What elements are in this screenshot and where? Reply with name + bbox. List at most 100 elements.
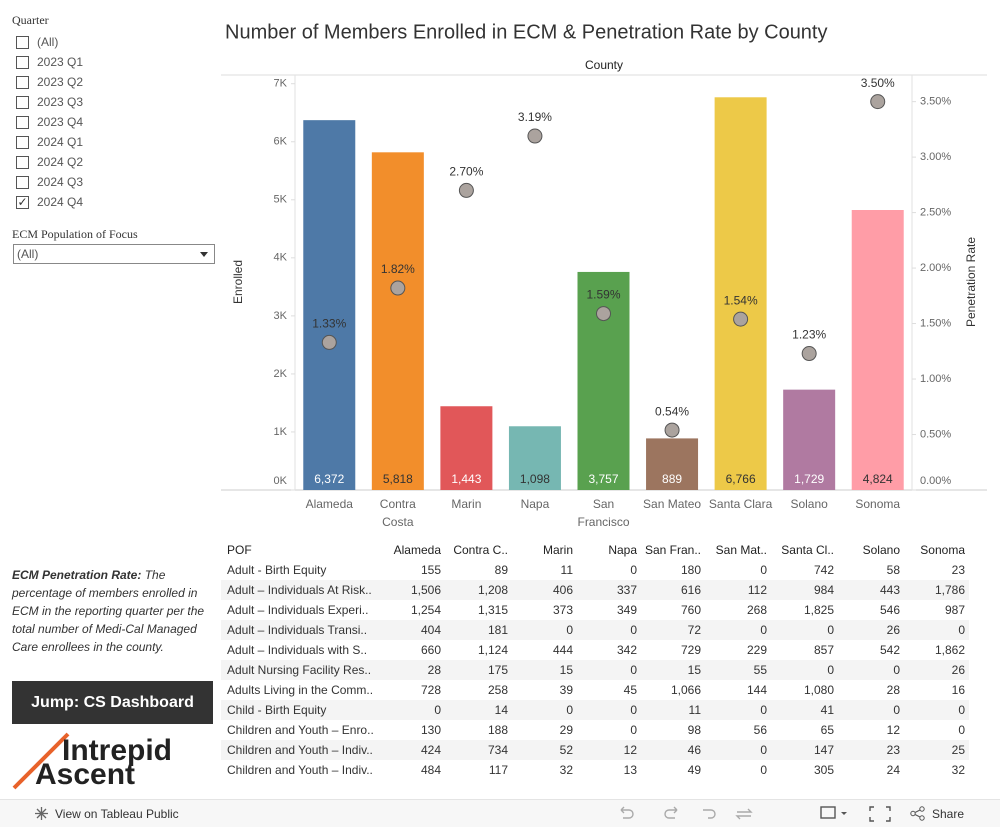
table-row [221, 580, 969, 600]
table-cell: 144 [746, 683, 767, 697]
checkbox[interactable] [16, 115, 29, 129]
option-label: 2024 Q2 [37, 155, 84, 169]
row-label: Adult - Birth Equity [227, 563, 327, 577]
quarter-option[interactable]: 2023 Q1 [16, 54, 83, 70]
table-cell: 443 [879, 583, 900, 597]
y-tick-label: 2K [274, 368, 288, 380]
table-cell: 616 [680, 583, 701, 597]
row-label: Adult – Individuals At Risk.. [227, 583, 372, 597]
bar-label: 6,372 [314, 472, 344, 486]
toolbar: View on Tableau Public Share [0, 799, 1000, 827]
table-row [221, 660, 969, 680]
table-row [221, 680, 969, 700]
rate-label: 1.33% [312, 317, 346, 331]
table-cell: 12 [623, 743, 637, 757]
share-text: Share [932, 806, 965, 821]
column-header: San Mat.. [715, 543, 767, 557]
table-row [221, 740, 969, 760]
rate-label: 1.23% [792, 328, 826, 342]
quarter-option[interactable]: 2024 Q3 [16, 174, 83, 190]
column-header: Alameda [393, 543, 441, 557]
quarter-option[interactable]: (All) [16, 34, 58, 50]
table-cell: 0 [566, 703, 573, 717]
y2-tick-label: 3.00% [920, 151, 951, 163]
table-cell: 39 [559, 683, 573, 697]
checkbox[interactable] [16, 175, 29, 189]
checkbox[interactable] [16, 155, 29, 169]
table-cell: 25 [951, 743, 965, 757]
fullscreen[interactable] [869, 806, 891, 822]
table-row [221, 700, 969, 720]
refresh[interactable] [735, 808, 753, 820]
option-label: 2023 Q1 [37, 55, 84, 69]
checkbox[interactable] [16, 75, 29, 89]
bar [577, 271, 630, 490]
column-header: Marin [542, 543, 573, 557]
table-cell: 46 [687, 743, 701, 757]
undo[interactable] [620, 806, 634, 819]
revert[interactable] [703, 809, 716, 819]
column-header: POF [227, 543, 252, 557]
rate-label: 0.54% [655, 404, 689, 418]
y2-tick-label: 2.00% [920, 262, 951, 274]
bar-label: 1,098 [520, 472, 550, 486]
table-cell: 742 [813, 563, 834, 577]
quarter-option[interactable]: 2024 Q2 [16, 154, 83, 170]
row-label: Adult – Individuals Transi.. [227, 623, 368, 637]
table-cell: 0 [827, 663, 834, 677]
table-cell: 0 [566, 623, 573, 637]
quarter-option[interactable]: 2023 Q4 [16, 114, 83, 130]
download[interactable] [820, 806, 836, 819]
table-cell: 1,315 [477, 603, 508, 617]
note-term: ECM Penetration Rate: [12, 568, 142, 582]
table-cell: 155 [420, 563, 441, 577]
table-cell: 26 [886, 623, 900, 637]
checkbox[interactable] [16, 55, 29, 69]
bar [851, 210, 904, 490]
x-tick-label: San Mateo [643, 497, 702, 511]
y-tick-label: 1K [274, 426, 288, 438]
table-cell: 11 [560, 563, 573, 577]
quarter-option[interactable]: 2024 Q1 [16, 134, 83, 150]
table-cell: 987 [944, 603, 965, 617]
quarter-option[interactable]: 2023 Q3 [16, 94, 83, 110]
rate-label: 3.50% [861, 76, 895, 90]
table-cell: 26 [951, 663, 965, 677]
table-cell: 41 [820, 703, 834, 717]
checkbox[interactable] [16, 95, 29, 109]
logo-text: Ascent [35, 758, 135, 791]
y2-tick-label: 0.00% [920, 475, 951, 487]
row-label: Children and Youth – Indiv.. [227, 763, 373, 777]
rate-label: 3.19% [518, 110, 552, 124]
population-dropdown[interactable]: (All) [13, 244, 215, 264]
bar [783, 389, 836, 490]
quarter-option[interactable]: 2023 Q2 [16, 74, 83, 90]
table-cell: 857 [813, 643, 834, 657]
jump-button[interactable]: Jump: CS Dashboard [12, 681, 213, 724]
option-label: 2023 Q2 [37, 75, 84, 89]
table-cell: 542 [879, 643, 900, 657]
share-button[interactable]: Share [910, 806, 964, 821]
bar [714, 97, 767, 490]
table-cell: 32 [559, 763, 573, 777]
table-cell: 1,208 [477, 583, 508, 597]
y2-tick-label: 1.50% [920, 317, 951, 329]
checkbox[interactable] [16, 35, 29, 49]
table-cell: 1,066 [670, 683, 701, 697]
y2-tick-label: 0.50% [920, 428, 951, 440]
row-label: Adult – Individuals with S.. [227, 643, 368, 657]
redo[interactable] [664, 806, 678, 819]
bar-label: 1,729 [794, 472, 824, 486]
chart-title: Number of Members Enrolled in ECM & Pene… [225, 21, 828, 43]
table-cell: 180 [680, 563, 701, 577]
table-cell: 56 [753, 723, 767, 737]
view-on-tableau[interactable]: View on Tableau Public [34, 806, 179, 821]
logo-slash [12, 732, 70, 790]
quarter-option[interactable]: ✓ 2024 Q4 [16, 194, 83, 210]
y-axis-title: Enrolled [231, 260, 245, 304]
checkbox[interactable]: ✓ [16, 194, 29, 209]
column-header: Santa Cl.. [781, 543, 834, 557]
checkbox[interactable] [16, 135, 29, 149]
rate-dot [870, 94, 886, 110]
table-cell: 406 [552, 583, 573, 597]
